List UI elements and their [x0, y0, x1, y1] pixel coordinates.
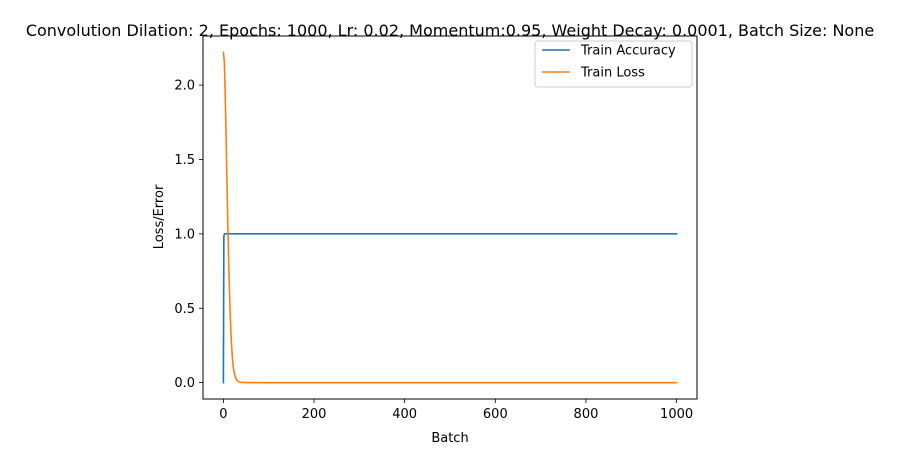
x-axis: 0 200 400 600 800 1000 [219, 399, 693, 422]
x-tick-label: 800 [574, 407, 599, 422]
legend-box [534, 40, 693, 88]
legend-label: Train Accuracy [580, 44, 676, 59]
x-tick-label: 400 [392, 407, 417, 422]
plot-frame [202, 35, 698, 400]
series-layer [222, 51, 678, 384]
series-line-train-loss [222, 51, 678, 384]
y-tick-label: 0.5 [174, 302, 195, 317]
y-tick-label: 0.0 [174, 376, 195, 391]
y-tick-label: 2.0 [174, 79, 195, 94]
y-axis-label: Loss/Error [152, 184, 167, 249]
y-axis: 0.0 0.5 1.0 1.5 2.0 [174, 79, 203, 391]
legend-label: Train Loss [580, 66, 645, 81]
x-tick-label: 200 [302, 407, 327, 422]
x-tick-label: 1000 [660, 407, 693, 422]
x-tick-label: 600 [483, 407, 508, 422]
series-line-train-accuracy [222, 233, 678, 384]
legend: Train Accuracy Train Loss [534, 40, 693, 88]
y-tick-label: 1.5 [174, 153, 195, 168]
chart-title: Convolution Dilation: 2, Epochs: 1000, L… [26, 21, 874, 40]
x-axis-label: Batch [431, 431, 468, 446]
y-tick-label: 1.0 [174, 227, 195, 242]
x-tick-label: 0 [219, 407, 227, 422]
